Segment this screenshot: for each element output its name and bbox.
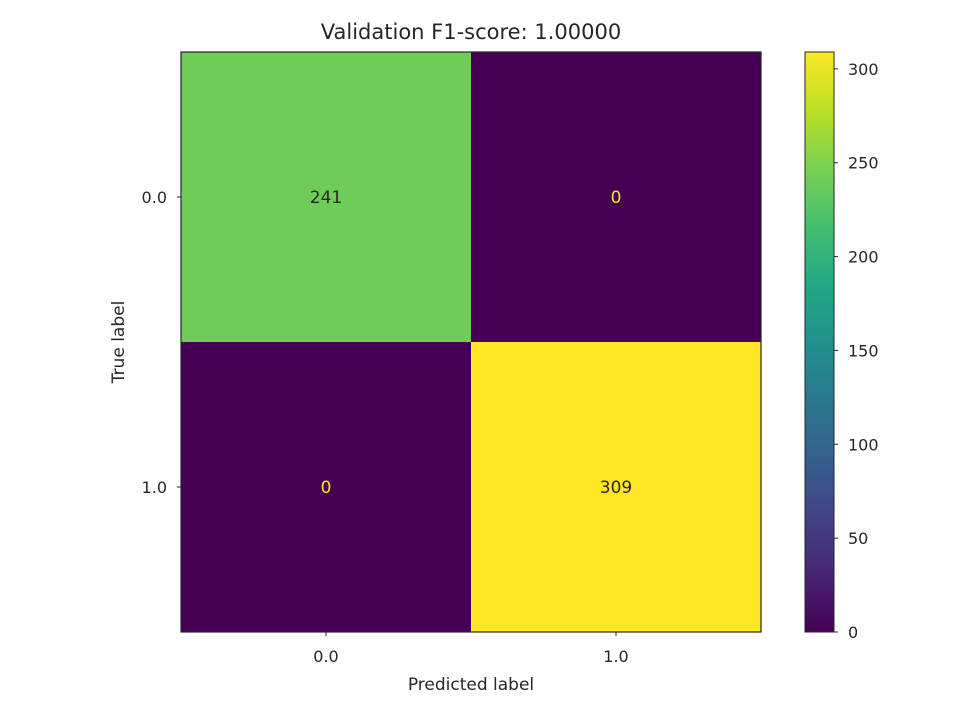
cell-value-label: 309	[600, 478, 632, 498]
y-tick-label: 0.0	[142, 188, 167, 207]
y-tick-label: 1.0	[142, 478, 167, 497]
colorbar	[804, 51, 835, 633]
colorbar-tick-label: 150	[848, 341, 879, 360]
matrix-cells	[181, 52, 761, 632]
y-tick-labels: 0.0 1.0	[142, 188, 181, 497]
colorbar-tick-label: 0	[848, 623, 858, 642]
y-axis-label: True label	[109, 301, 129, 385]
x-tick-label: 0.0	[313, 647, 338, 666]
cell-value-label: 0	[321, 478, 332, 498]
x-tick-labels: 0.0 1.0	[313, 632, 629, 666]
colorbar-tick-label: 100	[848, 435, 879, 454]
x-tick-label: 1.0	[603, 647, 628, 666]
matrix-cell	[181, 52, 471, 342]
colorbar-tick-label: 250	[848, 154, 879, 173]
cell-value-label: 0	[611, 188, 622, 208]
colorbar-tick-labels: 0 50 100 150 200 250 300	[834, 60, 879, 642]
matrix-cell	[471, 52, 761, 342]
colorbar-tick-label: 300	[848, 60, 879, 79]
plot-frame	[180, 51, 762, 633]
colorbar-tick-label: 50	[848, 529, 868, 548]
cell-value-label: 241	[310, 188, 342, 208]
colorbar-tick-label: 200	[848, 248, 879, 267]
matrix-cell	[471, 342, 761, 632]
matrix-cell	[181, 342, 471, 632]
chart-title: Validation F1-score: 1.00000	[321, 20, 621, 44]
matrix-cell-labels: 241 0 0 309	[310, 188, 632, 498]
x-axis-label: Predicted label	[408, 675, 534, 695]
